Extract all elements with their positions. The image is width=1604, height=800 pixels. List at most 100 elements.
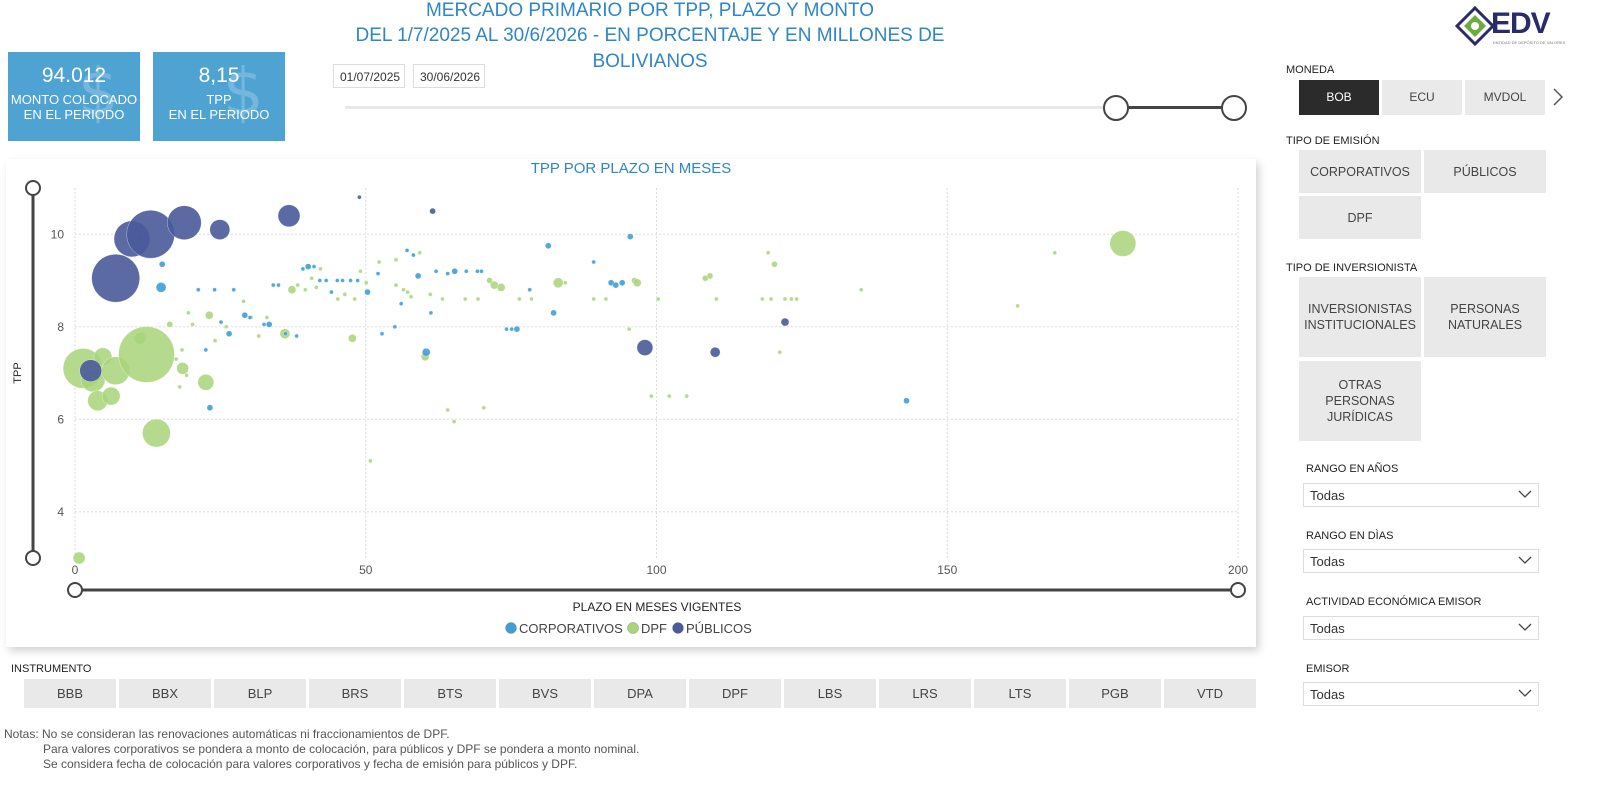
data-point [329, 289, 334, 295]
data-point [771, 261, 778, 268]
data-point [451, 419, 457, 424]
data-point [552, 277, 564, 289]
data-point [317, 278, 323, 283]
instrumento-brs[interactable]: BRS [309, 679, 401, 708]
data-point [225, 330, 233, 337]
tipo-emision-publicos[interactable]: PÚBLICOS [1424, 150, 1546, 193]
data-point [309, 275, 314, 281]
data-point [376, 259, 382, 265]
y-range-slider-handle[interactable] [25, 180, 41, 196]
date-slider-end-handle[interactable] [1221, 95, 1247, 121]
tpp-scatter-chart: TPP POR PLAZO EN MESES 0 50 100 150 200 4 6 8 10 P… [12, 160, 1248, 636]
tipo-emision-dpf[interactable]: DPF [1299, 196, 1421, 239]
data-point [429, 207, 436, 215]
date-slider-track[interactable] [345, 106, 1245, 109]
data-point [475, 296, 481, 302]
moneda-bob-button[interactable]: BOB [1299, 80, 1379, 115]
data-point [398, 301, 404, 306]
data-point [155, 282, 167, 293]
instrumento-bbx[interactable]: BBX [119, 679, 211, 708]
instrumento-bts[interactable]: BTS [404, 679, 496, 708]
instrumento-label: INSTRUMENTO [11, 663, 92, 675]
data-point [218, 319, 224, 325]
instrumento-bbb[interactable]: BBB [24, 679, 116, 708]
moneda-ecu-button[interactable]: ECU [1382, 80, 1462, 115]
data-point [513, 325, 521, 333]
chart-title: TPP POR PLAZO EN MESES [531, 160, 732, 177]
data-point [777, 349, 783, 355]
legend-label: PÚBLICOS [686, 621, 752, 636]
instrumento-lbs[interactable]: LBS [784, 679, 876, 708]
data-point [667, 393, 672, 399]
instrumento-lrs[interactable]: LRS [879, 679, 971, 708]
data-point [405, 289, 410, 295]
data-point [348, 334, 357, 343]
data-point [765, 250, 771, 256]
instrumento-dpa[interactable]: DPA [594, 679, 686, 708]
x-range-slider-handle[interactable] [67, 582, 83, 598]
edv-logo-mark [1454, 5, 1496, 47]
emisor-dropdown[interactable]: Todas [1303, 682, 1539, 706]
data-point [393, 282, 399, 288]
data-point [340, 278, 345, 283]
rango-dias-label: RANGO EN DÌAS [1306, 530, 1394, 542]
legend-marker [627, 622, 639, 634]
data-point [335, 296, 341, 302]
data-point [247, 315, 253, 320]
instrumento-vtd[interactable]: VTD [1164, 679, 1256, 708]
tipo-emision-corporativos[interactable]: CORPORATIVOS [1299, 150, 1421, 193]
date-slider-range [1116, 106, 1234, 109]
data-point [509, 326, 514, 332]
chevron-right-icon[interactable] [1551, 87, 1565, 107]
kpi-tpp: $ 8,15 TPP EN EL PERIODO [153, 52, 285, 141]
data-point [173, 356, 179, 362]
start-date-input[interactable]: 01/07/2025 [333, 64, 405, 88]
instrumento-blp[interactable]: BLP [214, 679, 306, 708]
data-point [241, 299, 246, 304]
instrumento-dpf[interactable]: DPF [689, 679, 781, 708]
logo-subtext: ENTIDAD DE DEPÓSITO DE VALORES [1493, 40, 1566, 45]
data-point [304, 263, 312, 270]
data-point [355, 278, 360, 283]
rango-dias-dropdown[interactable]: Todas [1303, 549, 1539, 573]
data-point [142, 418, 171, 448]
data-point [212, 287, 217, 292]
moneda-mvdol-button[interactable]: MVDOL [1465, 80, 1545, 115]
data-point [364, 280, 369, 286]
actividad-dropdown[interactable]: Todas [1303, 616, 1539, 640]
x-range-slider-handle[interactable] [1230, 582, 1246, 598]
inversionista-personas-naturales[interactable]: PERSONAS NATURALES [1424, 277, 1546, 357]
data-point [649, 393, 654, 399]
inversionista-institucionales[interactable]: INVERSIONISTAS INSTITUCIONALES [1299, 277, 1421, 357]
inversionista-otras-personas-juridicas[interactable]: OTRAS PERSONAS JURÍDICAS [1299, 361, 1421, 441]
data-point [789, 296, 794, 302]
end-date-input[interactable]: 30/06/2026 [413, 64, 485, 88]
data-point [206, 404, 214, 411]
data-point [212, 338, 218, 343]
dropdown-value: Todas [1310, 554, 1345, 569]
data-point [368, 458, 373, 464]
data-point [591, 296, 596, 302]
data-point [633, 278, 642, 288]
rango-anios-label: RANGO EN AÑOS [1306, 463, 1399, 475]
kpi-label: MONTO COLOCADO [10, 92, 138, 107]
instrumento-bvs[interactable]: BVS [499, 679, 591, 708]
dropdown-value: Todas [1310, 621, 1345, 636]
data-point [276, 282, 281, 288]
data-point [417, 250, 423, 256]
data-point [428, 292, 433, 297]
data-point [481, 405, 487, 410]
date-slider-start-handle[interactable] [1103, 95, 1129, 121]
data-point [166, 321, 174, 328]
data-point [591, 259, 596, 265]
data-point [768, 296, 774, 302]
y-range-slider-handle[interactable] [25, 550, 41, 566]
note-line: Se considera fecha de colocación para va… [43, 757, 578, 771]
data-point [479, 269, 484, 274]
rango-anios-dropdown[interactable]: Todas [1303, 483, 1539, 507]
data-point [358, 269, 363, 274]
instrumento-lts[interactable]: LTS [974, 679, 1066, 708]
instrumento-pgb[interactable]: PGB [1069, 679, 1161, 708]
x-tick-label: 200 [1228, 563, 1248, 577]
data-point [401, 287, 406, 292]
